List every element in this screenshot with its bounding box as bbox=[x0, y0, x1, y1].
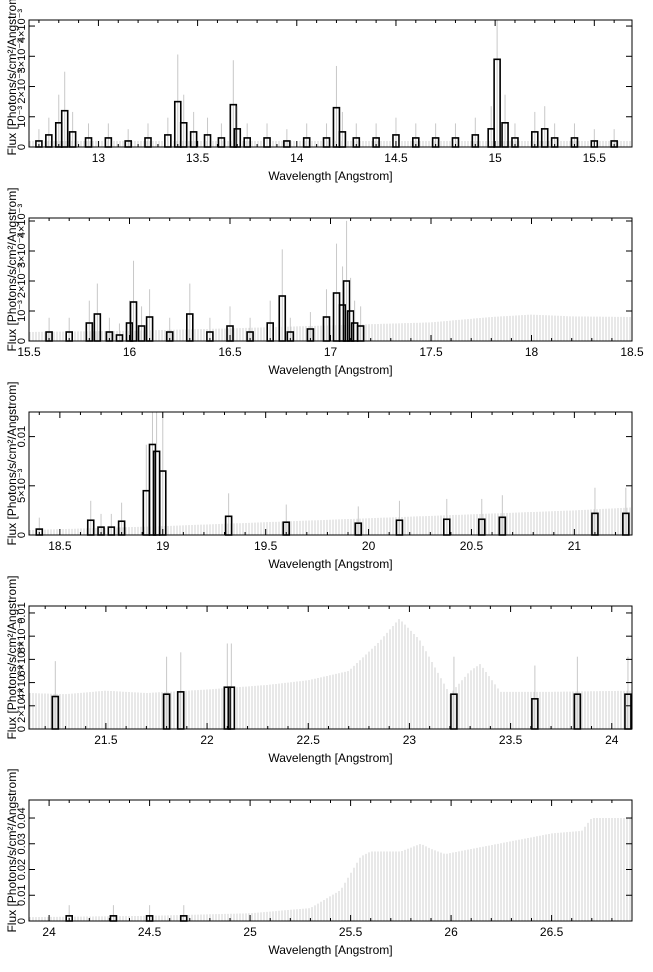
x-tick-label: 14.5 bbox=[384, 151, 408, 165]
x-tick-label: 18 bbox=[525, 345, 539, 359]
x-tick-label: 16 bbox=[123, 345, 137, 359]
x-tick-label: 22.5 bbox=[297, 733, 321, 747]
model-envelope bbox=[29, 507, 631, 535]
plot-frame bbox=[28, 217, 633, 342]
x-tick-label: 13 bbox=[92, 151, 106, 165]
y-tick-label: 0 bbox=[16, 338, 28, 344]
x-axis-label: Wavelength [Angstrom] bbox=[268, 751, 392, 765]
x-axis-label: Wavelength [Angstrom] bbox=[268, 169, 392, 183]
y-tick-label: 3×10⁻³ bbox=[16, 234, 28, 269]
x-tick-label: 24.5 bbox=[138, 925, 162, 939]
y-tick-label: 0 bbox=[16, 532, 28, 538]
y-tick-label: 4×10⁻³ bbox=[16, 665, 28, 700]
y-tick-label: 0.02 bbox=[16, 859, 28, 880]
x-tick-label: 17.5 bbox=[419, 345, 443, 359]
model-envelope bbox=[29, 619, 631, 729]
x-tick-label: 22 bbox=[200, 733, 214, 747]
x-tick-label: 20 bbox=[362, 539, 376, 553]
y-axis-label: Flux [Photons/s/cm²/Angstrom] bbox=[5, 0, 19, 156]
y-tick-label: 0.01 bbox=[16, 885, 28, 906]
series-1 bbox=[35, 20, 618, 148]
y-tick-label: 2×10⁻³ bbox=[16, 688, 28, 723]
x-tick-label: 21 bbox=[568, 539, 582, 553]
x-tick-label: 15.5 bbox=[17, 345, 41, 359]
x-tick-label: 19.5 bbox=[254, 539, 278, 553]
x-tick-label: 23 bbox=[403, 733, 417, 747]
panel-1: 13 13.5 14 14.5 15 15.5 0 10⁻³ 2×10⁻³3×10⁻³4×10⁻… bbox=[5, 0, 633, 183]
x-tick-label: 18.5 bbox=[620, 345, 644, 359]
x-tick-label: 21.5 bbox=[94, 733, 118, 747]
panel-2: 15.5 16 16.5 17 17.5 18 18.5 0 10⁻³2×10⁻³3×10⁻³4… bbox=[5, 187, 644, 377]
model-envelope bbox=[29, 818, 631, 921]
y-tick-label: 6×10⁻³ bbox=[16, 642, 28, 677]
y-tick-label: 2×10⁻³ bbox=[16, 69, 28, 104]
x-tick-label: 19 bbox=[156, 539, 170, 553]
y-tick-label: 4×10⁻³ bbox=[16, 204, 28, 239]
x-axis-label: Wavelength [Angstrom] bbox=[268, 943, 392, 957]
y-tick-label: 0.04 bbox=[16, 807, 28, 828]
plot-frame bbox=[28, 19, 633, 148]
x-tick-label: 25 bbox=[243, 925, 257, 939]
x-tick-label: 26.5 bbox=[540, 925, 564, 939]
y-tick-label: 5×10⁻³ bbox=[16, 468, 28, 503]
x-tick-label: 26 bbox=[444, 925, 458, 939]
y-tick-label: 10⁻³ bbox=[16, 106, 28, 128]
y-axis-label: Flux [Photons/s/cm²/Angstrom] bbox=[5, 381, 19, 545]
y-tick-label: 0.03 bbox=[16, 833, 28, 854]
y-axis-label: Flux [Photons/s/cm²/Angstrom] bbox=[5, 575, 19, 739]
y-tick-label: 4×10⁻³ bbox=[16, 9, 28, 44]
y-axis-label: Flux [Photons/s/cm²/Angstrom] bbox=[5, 768, 19, 932]
x-tick-label: 14 bbox=[290, 151, 304, 165]
y-tick-label: 8×10⁻³ bbox=[16, 619, 28, 654]
y-tick-label: 0 bbox=[16, 918, 28, 924]
y-tick-label: 3×10⁻³ bbox=[16, 39, 28, 74]
x-tick-label: 13.5 bbox=[186, 151, 210, 165]
x-tick-label: 25.5 bbox=[339, 925, 363, 939]
y-tick-label: 0.01 bbox=[16, 426, 28, 447]
y-tick-label: 10⁻³ bbox=[16, 300, 28, 322]
series-1 bbox=[45, 220, 365, 342]
x-tick-label: 17 bbox=[324, 345, 338, 359]
panel-4: 21.5 22 22.5 23 23.5 24 0 2×10⁻³4×10⁻³6×10⁻³8×1… bbox=[5, 575, 633, 765]
x-tick-label: 24 bbox=[42, 925, 56, 939]
x-tick-label: 15 bbox=[488, 151, 502, 165]
x-axis-label: Wavelength [Angstrom] bbox=[268, 557, 392, 571]
y-tick-label: 0 bbox=[16, 726, 28, 732]
x-tick-label: 16.5 bbox=[218, 345, 242, 359]
y-tick-label: 2×10⁻³ bbox=[16, 264, 28, 299]
x-tick-label: 18.5 bbox=[48, 539, 72, 553]
panel-5: 24 24.5 25 25.5 26 26.5 0 0.01 0.02 0.03 0.04 Wavel… bbox=[5, 768, 633, 957]
x-tick-label: 23.5 bbox=[499, 733, 523, 747]
x-tick-label: 15.5 bbox=[583, 151, 607, 165]
x-axis-label: Wavelength [Angstrom] bbox=[268, 363, 392, 377]
x-tick-label: 20.5 bbox=[460, 539, 484, 553]
plot-frame bbox=[28, 411, 633, 536]
x-tick-label: 24 bbox=[605, 733, 619, 747]
series-1 bbox=[35, 412, 630, 536]
y-tick-label: 0 bbox=[16, 144, 28, 150]
y-axis-label: Flux [Photons/s/cm²/Angstrom] bbox=[5, 187, 19, 351]
plot-frame bbox=[28, 605, 633, 730]
panel-3: 18.5 19 19.5 20 20.5 21 0 5×10⁻³ 0.01 Wavelength … bbox=[5, 381, 633, 571]
y-tick-label: 0.01 bbox=[16, 602, 28, 623]
